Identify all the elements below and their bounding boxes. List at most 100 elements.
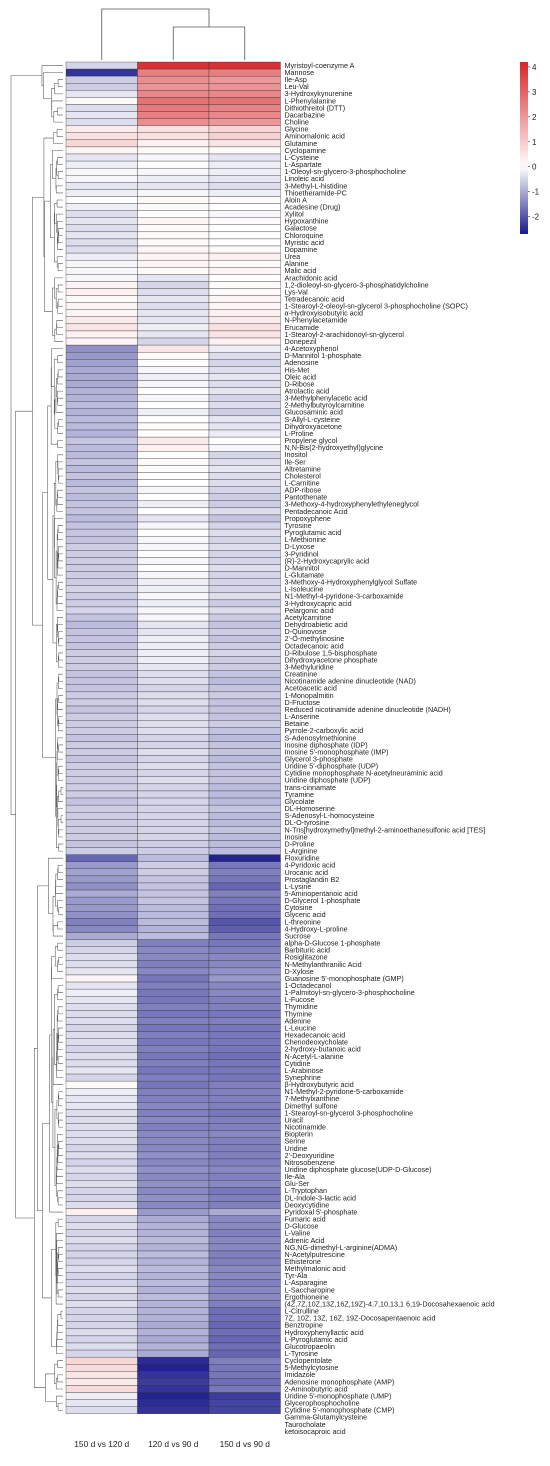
row-label: 7-Methylxanthine	[285, 1094, 340, 1103]
row-dendrogram-branch	[56, 1395, 63, 1407]
heatmap-cell	[208, 783, 281, 792]
row-label: N,N-Bis(2-hydroxyethyl)glycine	[285, 443, 384, 452]
row-label: Uridine 5'-monophosphate (UMP)	[285, 1391, 392, 1400]
heatmap-cell	[65, 528, 138, 537]
heatmap-cell	[208, 1059, 281, 1068]
heatmap-cell	[137, 111, 210, 119]
heatmap-cell	[65, 868, 138, 877]
heatmap-cell	[65, 493, 138, 501]
row-dendrogram-branch	[58, 1254, 63, 1262]
heatmap-cell	[208, 564, 281, 572]
heatmap-cell	[208, 1243, 281, 1252]
heatmap-cell	[65, 90, 138, 98]
heatmap-cell	[65, 245, 138, 254]
row-dendrogram-branch	[57, 617, 63, 632]
row-label: 1-Stearoyl-sn-glycerol 3-phosphocholine	[285, 1108, 414, 1117]
heatmap-cell	[137, 677, 210, 685]
heatmap-cell	[137, 1066, 210, 1075]
heatmap-cell	[65, 1349, 138, 1358]
heatmap-cell	[137, 925, 210, 933]
row-dendrogram-branch	[58, 1119, 63, 1128]
row-label: Cytosine	[285, 903, 313, 912]
row-label: Urocanic acid	[285, 868, 329, 877]
heatmap-cell	[65, 1194, 138, 1202]
heatmap-cell	[65, 698, 138, 707]
heatmap-cell	[208, 1321, 281, 1330]
row-label: Cytidine	[285, 1059, 311, 1068]
row-label: trans-cinnamate	[285, 783, 337, 792]
row-label: 4-Pyridoxic acid	[285, 861, 336, 870]
heatmap-cell	[137, 1194, 210, 1202]
row-label: Choline	[285, 118, 309, 127]
heatmap-cell	[208, 946, 281, 954]
heatmap-cell	[65, 889, 138, 898]
heatmap-cell	[137, 259, 210, 268]
row-dendrogram-branch	[58, 790, 63, 802]
heatmap-cell	[208, 1066, 281, 1075]
heatmap-cell	[65, 882, 138, 891]
row-label: Nicotinamide adenine dinucleotide (NAD)	[285, 677, 416, 686]
row-label: Adrenic Acid	[285, 1236, 325, 1245]
heatmap-cell	[137, 1272, 210, 1280]
row-dendrogram-branch	[58, 765, 63, 774]
heatmap-cell	[137, 167, 210, 176]
row-dendrogram-branch	[57, 900, 63, 912]
heatmap-cell	[208, 217, 281, 225]
row-label: (R)-2-Hydroxycaprylic acid	[285, 556, 370, 565]
row-dendrogram-branch	[58, 1034, 63, 1043]
row-label: 1-Monopalmitin	[285, 691, 334, 700]
row-dendrogram-branch	[50, 367, 58, 445]
heatmap-cell	[65, 139, 138, 148]
row-dendrogram-branch	[57, 1268, 63, 1277]
heatmap-cell	[208, 344, 281, 353]
row-dendrogram-branch	[57, 698, 63, 710]
heatmap-cell	[208, 1109, 281, 1117]
heatmap-cell	[208, 259, 281, 268]
colorbar-tick-label: 0	[532, 163, 537, 172]
heatmap-cell	[137, 628, 210, 636]
row-label: β-Hydroxybutyric acid	[285, 1080, 354, 1089]
row-label: Urea	[285, 252, 301, 261]
row-label: Nicotinamide	[285, 1123, 327, 1132]
row-dendrogram-branch	[53, 132, 63, 144]
row-label: Hydroxyphenyllactic acid	[285, 1328, 364, 1337]
row-dendrogram-branch	[58, 638, 63, 647]
heatmap-cell	[208, 125, 281, 133]
heatmap-cell	[65, 160, 138, 169]
heatmap-cell	[208, 486, 281, 494]
heatmap-cell	[137, 1378, 210, 1386]
heatmap-cell	[65, 366, 138, 374]
row-label: DL-Indole-3-lactic acid	[285, 1193, 357, 1202]
row-label: Nitrosobenzene	[285, 1158, 335, 1167]
heatmap-cell	[208, 373, 281, 381]
heatmap-cell	[65, 712, 138, 721]
row-dendrogram-branch	[57, 528, 63, 540]
row-label: 2'-O-methylinosine	[285, 634, 345, 643]
heatmap-cell	[137, 132, 210, 141]
row-dendrogram-branch	[57, 1010, 63, 1022]
heatmap-cell	[137, 755, 210, 763]
heatmap-cell	[65, 153, 138, 162]
row-label: Thymidine	[285, 1002, 318, 1011]
row-label: Tyramine	[285, 790, 315, 799]
heatmap-cell	[137, 274, 210, 282]
row-dendrogram-branch	[57, 742, 63, 760]
heatmap-cell	[137, 1010, 210, 1018]
row-label: L-Anserine	[285, 712, 320, 721]
row-dendrogram-branch	[57, 559, 63, 576]
heatmap-cell	[65, 1243, 138, 1252]
heatmap-cell	[137, 734, 210, 742]
row-dendrogram-branch	[57, 703, 59, 726]
row-label: (4Z,7Z,10Z,13Z,16Z,19Z)-4,7,10,13,1 6,19…	[285, 1299, 495, 1308]
heatmap-cell	[65, 854, 138, 862]
row-dendrogram-branch	[58, 957, 63, 965]
row-label: L-Saccharopine	[285, 1285, 335, 1294]
heatmap-cell	[208, 918, 281, 926]
heatmap-cell	[137, 854, 210, 862]
heatmap-cell	[137, 868, 210, 877]
row-label: 4-Acetoxyphenol	[285, 344, 339, 353]
heatmap-cell	[208, 1088, 281, 1096]
heatmap-cell	[137, 486, 210, 494]
heatmap-cell	[65, 104, 138, 112]
heatmap-cell	[65, 1321, 138, 1330]
